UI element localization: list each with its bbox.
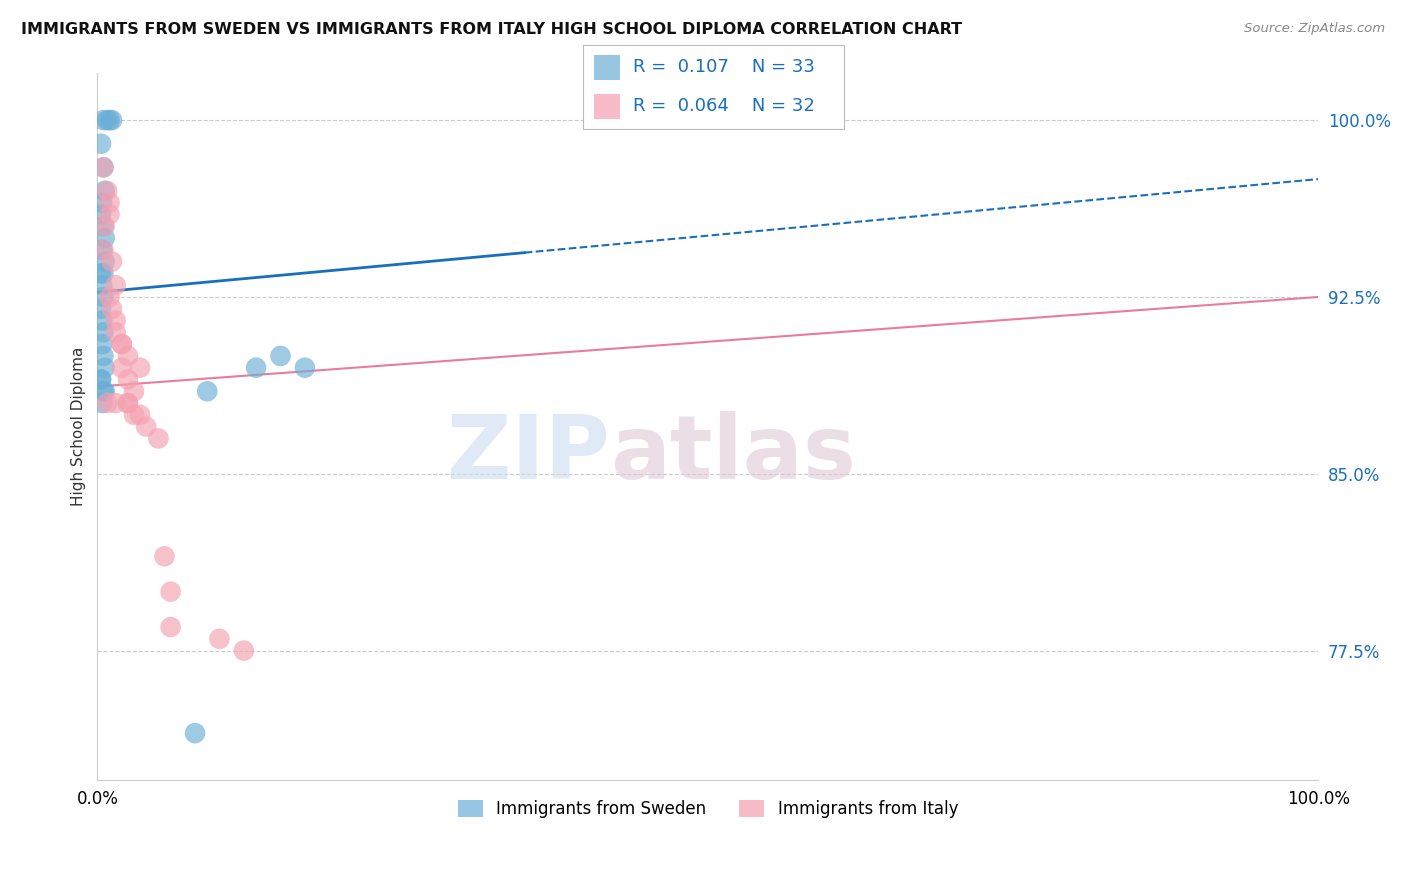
Point [117,396,139,410]
Point [93,113,115,128]
Point [90,372,112,386]
Point [93,243,115,257]
Point [93,219,115,234]
Text: atlas: atlas [610,411,856,499]
Point [153,549,176,564]
Point [111,337,134,351]
FancyBboxPatch shape [593,54,620,80]
Text: IMMIGRANTS FROM SWEDEN VS IMMIGRANTS FROM ITALY HIGH SCHOOL DIPLOMA CORRELATION : IMMIGRANTS FROM SWEDEN VS IMMIGRANTS FRO… [21,22,962,37]
Point [93,384,115,399]
Point [93,231,115,245]
Point [294,360,316,375]
Point [90,207,112,221]
Point [111,360,134,375]
Point [104,313,127,327]
Point [184,726,207,740]
Point [96,184,118,198]
Point [232,643,254,657]
Point [96,396,118,410]
Point [135,419,157,434]
Point [111,337,134,351]
Point [101,254,124,268]
Point [245,360,267,375]
Point [208,632,231,646]
Point [93,266,115,280]
Point [91,313,114,327]
Point [129,360,152,375]
Point [90,266,112,280]
Point [91,278,114,293]
Point [90,301,112,316]
Point [98,290,121,304]
Y-axis label: High School Diploma: High School Diploma [72,347,86,507]
Point [96,113,118,128]
Point [93,326,115,340]
Point [101,301,124,316]
Point [91,243,114,257]
Point [93,184,115,198]
Point [93,349,115,363]
Point [93,360,115,375]
Point [159,584,181,599]
Point [122,384,145,399]
Point [93,254,115,268]
Point [117,372,139,386]
Point [91,195,114,210]
Point [98,113,121,128]
Point [104,278,127,293]
Point [269,349,291,363]
Point [129,408,152,422]
Point [101,113,124,128]
Point [104,396,127,410]
Legend: Immigrants from Sweden, Immigrants from Italy: Immigrants from Sweden, Immigrants from … [451,794,965,825]
Text: R =  0.064    N = 32: R = 0.064 N = 32 [633,97,815,115]
Point [93,219,115,234]
Point [91,337,114,351]
Point [98,207,121,221]
Point [90,136,112,151]
Text: ZIP: ZIP [447,411,610,499]
Point [93,161,115,175]
Point [148,432,170,446]
Text: R =  0.107    N = 33: R = 0.107 N = 33 [633,59,815,77]
FancyBboxPatch shape [593,94,620,120]
Point [122,408,145,422]
Point [90,372,112,386]
Point [195,384,218,399]
Point [93,384,115,399]
Point [104,326,127,340]
Point [117,396,139,410]
Point [117,349,139,363]
Text: Source: ZipAtlas.com: Source: ZipAtlas.com [1244,22,1385,36]
Point [93,161,115,175]
Point [159,620,181,634]
Point [98,195,121,210]
Point [93,290,115,304]
Point [91,396,114,410]
